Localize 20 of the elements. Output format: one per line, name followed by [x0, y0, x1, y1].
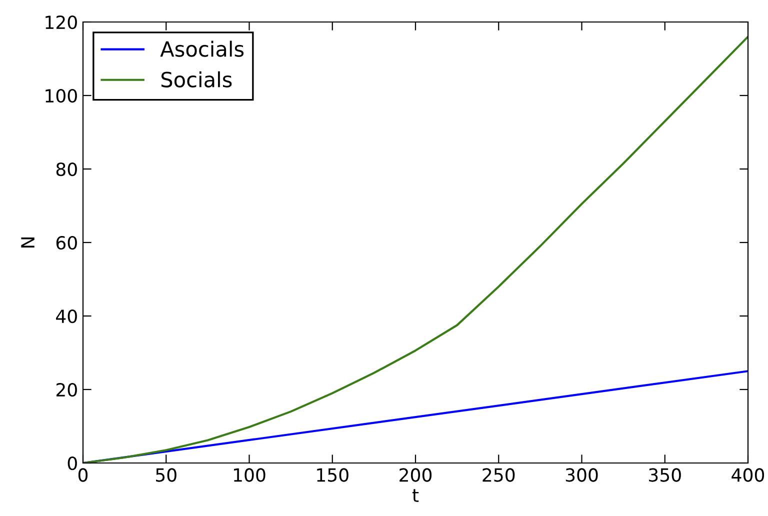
x-tick-label: 200 — [400, 468, 432, 482]
legend-label: Socials — [161, 71, 232, 88]
x-tick-label: 50 — [156, 468, 176, 482]
y-tick-label: 20 — [56, 382, 77, 397]
y-axis-title: N — [21, 238, 34, 248]
x-tick-label: 100 — [234, 468, 266, 482]
y-tick-label: 60 — [56, 236, 77, 250]
legend-label: Asocials — [160, 40, 244, 57]
y-tick-label: 40 — [56, 309, 77, 324]
y-tick-label: 100 — [46, 88, 77, 103]
x-tick-label: 150 — [317, 468, 348, 482]
x-tick-label: 300 — [566, 468, 598, 482]
y-tick-label: 80 — [56, 162, 77, 176]
x-tick-label: 350 — [649, 468, 681, 482]
y-tick-label: 120 — [46, 15, 77, 30]
x-tick-label: 400 — [732, 468, 764, 482]
x-tick-label: 250 — [482, 468, 515, 482]
x-axis-title: t — [412, 489, 419, 502]
x-tick-label: 0 — [78, 468, 88, 482]
y-tick-label: 0 — [68, 456, 77, 470]
